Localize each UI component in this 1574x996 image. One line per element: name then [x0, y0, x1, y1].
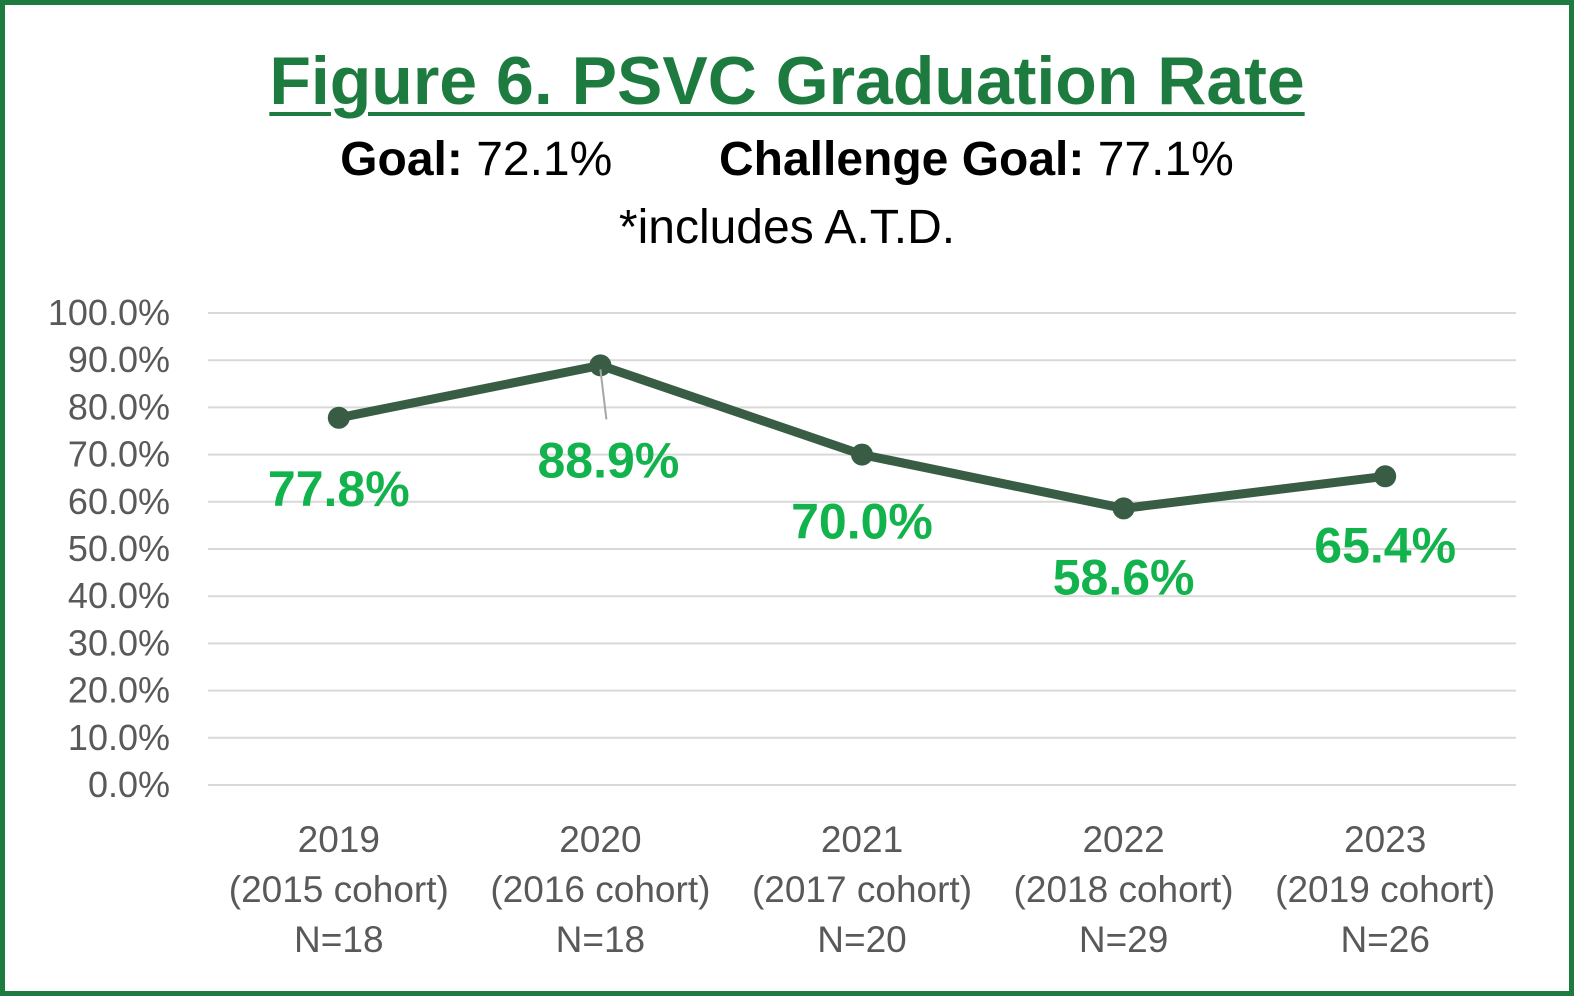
y-tick-label: 10.0% [68, 717, 170, 758]
goal-value: 72.1% [476, 133, 613, 186]
x-tick-label: (2016 cohort) [490, 869, 710, 910]
gridlines [208, 312, 1516, 786]
challenge-goal-label: Challenge Goal: [718, 133, 1085, 186]
data-point [1374, 465, 1397, 488]
x-tick-label: (2018 cohort) [1014, 869, 1234, 910]
y-axis-ticks: 0.0% 10.0% 20.0% 30.0% 40.0% 50.0% 60.0% 70.0% 8… [48, 292, 170, 805]
x-tick-label: N=29 [1079, 919, 1168, 960]
x-axis-ticks: 2019 (2015 cohort) N=18 2020 (2016 cohort) N=… [229, 819, 1495, 960]
challenge-goal-value: 77.1% [1097, 133, 1234, 186]
y-tick-label: 60.0% [68, 481, 170, 522]
x-tick-label: (2017 cohort) [752, 869, 972, 910]
x-tick-label: (2015 cohort) [229, 869, 449, 910]
x-tick-label: 2021 [821, 819, 903, 860]
goal-label: Goal: [340, 133, 463, 186]
chart-note: *includes A.T.D. [618, 201, 956, 254]
data-point [327, 406, 350, 429]
y-tick-label: 70.0% [68, 434, 170, 475]
x-tick-label: 2023 [1344, 819, 1426, 860]
series-line [334, 360, 1390, 513]
data-label-leader [599, 369, 608, 420]
data-point [589, 354, 612, 377]
data-point [1112, 497, 1135, 520]
x-tick-label: 2020 [559, 819, 641, 860]
y-tick-label: 30.0% [68, 622, 170, 663]
data-label: 77.8% [268, 461, 410, 517]
data-point [851, 443, 873, 466]
data-label: 58.6% [1053, 549, 1195, 605]
data-points [327, 354, 1397, 520]
data-label: 88.9% [538, 432, 680, 488]
y-tick-label: 50.0% [68, 528, 170, 569]
series-line-group [334, 360, 1390, 513]
x-tick-label: (2019 cohort) [1275, 869, 1495, 910]
data-label: 70.0% [791, 494, 933, 550]
x-tick-label: 2022 [1082, 819, 1164, 860]
x-tick-label: N=20 [817, 919, 906, 960]
data-label: 65.4% [1314, 517, 1456, 573]
chart-title-text: Figure 6. PSVC Graduation Rate [269, 43, 1305, 119]
x-tick-label: N=18 [556, 919, 645, 960]
y-tick-label: 90.0% [68, 339, 170, 380]
x-tick-label: N=26 [1340, 919, 1429, 960]
y-tick-label: 20.0% [68, 670, 170, 711]
goals-line: Goal: 72.1% Challenge Goal: 77.1% [0, 132, 1574, 188]
x-tick-label: 2019 [298, 819, 380, 860]
y-tick-label: 80.0% [68, 386, 170, 427]
x-tick-label: N=18 [294, 919, 383, 960]
chart-title: Figure 6. PSVC Graduation Rate [0, 40, 1574, 122]
y-tick-label: 0.0% [88, 764, 170, 805]
y-tick-label: 40.0% [68, 575, 170, 616]
data-labels: 77.8% 88.9% 70.0% 58.6% 65.4% [268, 369, 1456, 605]
y-tick-label: 100.0% [48, 292, 170, 333]
